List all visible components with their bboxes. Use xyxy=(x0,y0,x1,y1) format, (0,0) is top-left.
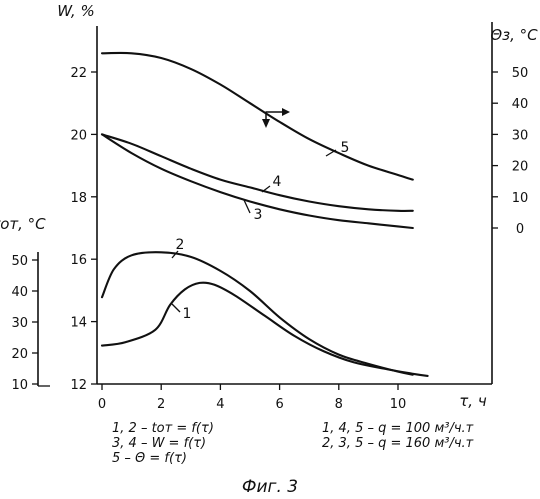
curve-leader-1 xyxy=(172,304,180,312)
legend-left-line: 3, 4 – W = f(τ) xyxy=(112,436,206,451)
x-tick-label: 8 xyxy=(335,397,343,412)
curve-label-2: 2 xyxy=(176,237,185,253)
t-tick-label: 10 xyxy=(11,378,28,393)
theta-tick-label: 30 xyxy=(512,128,529,143)
curve-label-4: 4 xyxy=(273,174,282,190)
theta-axis-name: Θз, °С xyxy=(490,26,538,44)
legend-right-line: 2, 3, 5 – q = 160 м³/ч.т xyxy=(322,436,474,451)
figure-caption: Фиг. 3 xyxy=(242,477,298,497)
theta-tick-label: 0 xyxy=(516,222,524,237)
w-tick-label: 18 xyxy=(70,191,87,206)
w-tick-label: 12 xyxy=(70,378,87,393)
t-tick-label: 40 xyxy=(11,285,28,300)
x-tick-label: 4 xyxy=(216,397,224,412)
curve-label-3: 3 xyxy=(254,207,263,223)
curve-leader-5 xyxy=(326,150,336,156)
theta-tick-label: 50 xyxy=(512,66,529,81)
curve-label-5: 5 xyxy=(341,140,350,156)
arrow-right-head xyxy=(282,108,290,116)
t-tick-label: 30 xyxy=(11,316,28,331)
legend-right-line: 1, 4, 5 – q = 100 м³/ч.т xyxy=(322,421,474,436)
w-tick-label: 14 xyxy=(70,316,87,331)
curve-label-1: 1 xyxy=(183,306,192,322)
t-tick-label: 50 xyxy=(11,254,28,269)
theta-tick-label: 40 xyxy=(512,97,529,112)
theta-tick-label: 20 xyxy=(512,160,529,175)
legend-left-line: 1, 2 – tот = f(τ) xyxy=(112,421,214,436)
x-tick-label: 10 xyxy=(390,397,407,412)
x-tick-label: 0 xyxy=(98,397,106,412)
curve-2 xyxy=(102,252,413,374)
w-axis-name: W, % xyxy=(57,2,94,20)
w-tick-label: 22 xyxy=(70,66,87,81)
w-tick-label: 20 xyxy=(70,128,87,143)
curve-1 xyxy=(102,283,428,376)
x-tick-label: 6 xyxy=(275,397,283,412)
curve-5 xyxy=(102,53,413,180)
curve-4 xyxy=(102,134,413,211)
t-tick-label: 20 xyxy=(11,347,28,362)
w-tick-label: 16 xyxy=(70,253,87,268)
theta-tick-label: 10 xyxy=(512,191,529,206)
arrow-down-head xyxy=(262,119,270,128)
legend-left-line: 5 – Θ = f(τ) xyxy=(112,451,187,466)
x-tick-label: 2 xyxy=(157,397,165,412)
x-axis-name: τ, ч xyxy=(459,392,487,410)
axes-group xyxy=(38,22,492,386)
t-axis-name: tот, °С xyxy=(0,215,46,233)
curves-group xyxy=(102,53,428,376)
